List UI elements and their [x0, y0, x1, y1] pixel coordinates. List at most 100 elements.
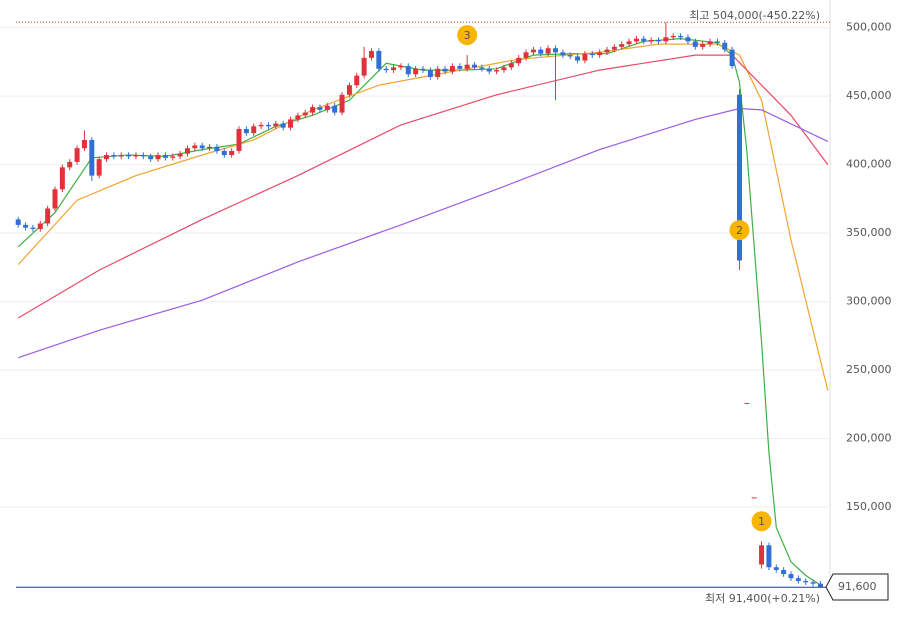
candle-body [15, 219, 21, 225]
candle-body [516, 57, 522, 64]
annotation-label: 1 [758, 515, 765, 528]
candle-body [162, 155, 168, 158]
candle-body [214, 146, 220, 151]
candle-body [236, 129, 242, 151]
candle-body [37, 223, 43, 229]
candle-body [148, 156, 154, 160]
candle-body [207, 146, 213, 149]
candle-body [530, 49, 536, 53]
candle-body [295, 115, 301, 120]
candle-body [280, 123, 286, 128]
candle-body [582, 53, 588, 61]
candle-body [575, 56, 581, 61]
candle-body [759, 545, 765, 565]
candle-body [633, 38, 639, 42]
candle-body [751, 497, 757, 499]
candle-body [817, 583, 823, 587]
candle-body [229, 150, 235, 156]
candle-body [52, 189, 58, 209]
candle-body [170, 156, 176, 158]
candle-body [332, 105, 338, 113]
candle-body [405, 66, 411, 75]
candle-body [781, 569, 787, 575]
moving-average-line [17, 43, 829, 391]
candle-body [523, 52, 529, 58]
candle-body [199, 145, 205, 149]
candle-body [479, 67, 485, 69]
candle-body [442, 68, 448, 72]
candle-body [251, 126, 257, 134]
y-tick-label: 150,000 [846, 500, 892, 513]
candle-body [729, 49, 735, 67]
annotation-label: 3 [464, 29, 471, 42]
candle-body [538, 49, 544, 54]
candle-body [317, 107, 323, 110]
candle-body [597, 52, 603, 56]
candle-body [324, 105, 330, 110]
candle-body [744, 402, 750, 404]
candle-body [788, 574, 794, 579]
candle-body [361, 57, 367, 76]
candle-body [302, 112, 308, 116]
max-label: 최고 504,000(-450.22%) [689, 9, 820, 22]
y-tick-label: 300,000 [846, 295, 892, 308]
candle-body [391, 67, 397, 71]
candle-body [67, 161, 73, 168]
candle-body [700, 44, 706, 47]
candle-body [74, 148, 80, 162]
candle-body [45, 208, 51, 224]
candle-body [427, 70, 433, 77]
candle-body [435, 68, 441, 77]
candle-body [155, 155, 161, 160]
candle-body [619, 44, 625, 47]
candle-body [23, 224, 29, 228]
candle-body [457, 66, 463, 69]
y-tick-label: 400,000 [846, 158, 892, 171]
candle-body [678, 35, 684, 38]
candle-body [413, 68, 419, 75]
candle-body [486, 68, 492, 72]
candle-body [177, 153, 183, 157]
candle-body [265, 124, 271, 127]
candle-body [810, 582, 816, 584]
min-label: 최저 91,400(+0.21%) [705, 592, 820, 605]
candle-body [140, 155, 146, 157]
candle-body [288, 119, 294, 128]
annotation-label: 2 [736, 224, 743, 237]
moving-average-line [18, 107, 829, 359]
candle-body [670, 35, 676, 38]
candle-body [545, 48, 551, 54]
candle-body [552, 48, 558, 53]
candle-body [81, 139, 87, 149]
candle-body [766, 545, 772, 568]
candle-body [273, 123, 279, 127]
last-price-box [825, 573, 889, 601]
candle-body [30, 227, 36, 229]
candle-body [420, 68, 426, 71]
candle-body [118, 155, 124, 157]
candle-body [472, 64, 478, 68]
y-tick-label: 350,000 [846, 226, 892, 239]
candle-body [376, 50, 382, 69]
moving-average-line [17, 37, 821, 586]
candle-body [736, 94, 742, 261]
candle-body [339, 94, 345, 113]
candle-body [663, 37, 669, 42]
candle-body [258, 124, 264, 127]
candle-body [685, 37, 691, 42]
annotation-marker [457, 25, 478, 46]
candle-body [567, 55, 573, 57]
candle-body [184, 148, 190, 154]
candle-body [368, 50, 374, 58]
candle-body [494, 70, 500, 72]
candle-body [346, 85, 352, 95]
candle-body [692, 41, 698, 47]
candle-body [111, 155, 117, 157]
candle-body [589, 53, 595, 56]
candle-body [707, 41, 713, 45]
candle-body [96, 159, 102, 176]
candle-body [714, 41, 720, 43]
candle-body [722, 42, 728, 50]
candle-body [464, 64, 470, 69]
